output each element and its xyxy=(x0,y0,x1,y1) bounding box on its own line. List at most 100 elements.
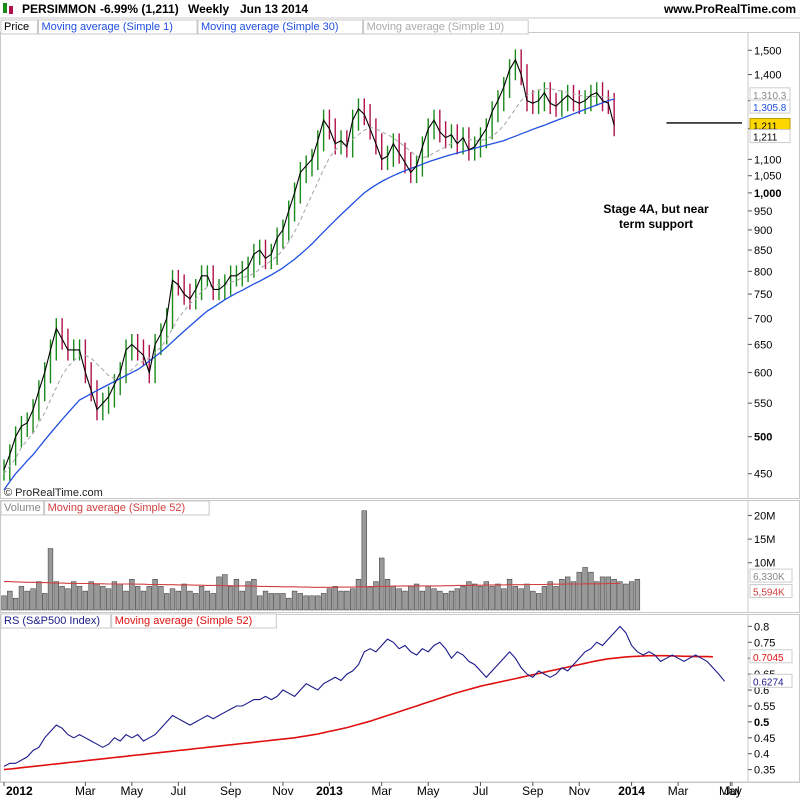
rs-tick-label: 0.5 xyxy=(754,717,769,729)
volume-bar xyxy=(437,590,443,611)
last-value-label: 6,330K xyxy=(753,572,785,583)
volume-bar xyxy=(483,581,489,611)
price-tick-label: 800 xyxy=(754,266,772,278)
volume-bar xyxy=(262,590,269,611)
legend-item: RS (S&P500 Index) xyxy=(4,615,100,627)
volume-bar xyxy=(361,510,367,611)
volume-tick-label: 15M xyxy=(754,534,775,546)
volume-bar xyxy=(431,588,437,611)
volume-bar xyxy=(501,588,507,611)
volume-bar xyxy=(129,579,135,611)
x-axis-label: 2013 xyxy=(316,784,343,798)
rs-tick-label: 0.35 xyxy=(754,765,775,777)
header-bar xyxy=(0,0,800,18)
volume-bar xyxy=(71,581,77,611)
x-axis-label: Nov xyxy=(569,784,590,798)
price-change: -6.99% (1,211) xyxy=(100,2,179,16)
legend-box[interactable] xyxy=(0,500,45,516)
volume-bar xyxy=(419,590,426,611)
last-value-box xyxy=(749,129,791,144)
volume-bar xyxy=(576,571,582,611)
sma30-line xyxy=(3,98,615,491)
volume-bar xyxy=(169,588,176,611)
volume-bar xyxy=(146,586,152,611)
volume-bar xyxy=(88,581,94,611)
volume-bar xyxy=(140,590,147,611)
x-axis-label: Jul xyxy=(724,784,739,798)
last-value-box xyxy=(749,568,793,583)
volume-bar xyxy=(216,576,222,611)
legend-box[interactable] xyxy=(111,613,277,629)
volume-bar xyxy=(65,588,71,611)
volume-bar xyxy=(489,586,495,611)
price-panel[interactable] xyxy=(0,32,800,499)
volume-bar xyxy=(42,593,48,611)
volume-bar xyxy=(268,593,274,611)
date-label: Jun 13 2014 xyxy=(240,2,308,16)
rs-line xyxy=(3,625,726,767)
x-axis-label: Jul xyxy=(473,784,488,798)
volume-bar xyxy=(30,588,36,611)
volume-bar xyxy=(460,586,466,611)
legend-item: Price xyxy=(4,21,29,33)
volume-bar xyxy=(565,576,571,611)
volume-bar xyxy=(512,586,519,611)
x-axis-label: Mar xyxy=(668,784,689,798)
volume-bar xyxy=(274,593,280,611)
volume-bar xyxy=(7,590,13,611)
volume-bar xyxy=(442,593,449,611)
volume-bar xyxy=(158,586,164,611)
volume-bar xyxy=(454,588,460,611)
volume-bar xyxy=(181,583,187,611)
x-axis-label: May xyxy=(719,784,742,798)
volume-bar xyxy=(326,588,333,611)
legend-item: Moving average (Simple 1) xyxy=(42,21,173,33)
rs-tick-label: 0.55 xyxy=(754,701,775,713)
volume-bar xyxy=(135,586,141,611)
price-tick-label: 550 xyxy=(754,398,772,410)
price-tick-label: 650 xyxy=(754,339,772,351)
rs-ma-line xyxy=(3,654,713,771)
volume-bar xyxy=(100,586,106,611)
volume-bar xyxy=(164,593,170,611)
price-tick-label: 500 xyxy=(754,432,772,444)
legend-item: Moving average (Simple 52) xyxy=(48,502,186,514)
legend-box[interactable] xyxy=(38,19,198,35)
sma10-line xyxy=(3,88,615,475)
volume-bar xyxy=(623,583,629,611)
price-tick-label: 1,500 xyxy=(754,45,782,57)
volume-bar xyxy=(198,586,205,611)
volume-bar xyxy=(570,581,577,611)
volume-bar xyxy=(222,574,228,611)
legend-box[interactable] xyxy=(0,613,112,629)
price-tick-label: 1,400 xyxy=(754,70,782,82)
volume-bar xyxy=(320,593,327,611)
volume-bar xyxy=(338,590,344,611)
volume-bar xyxy=(599,576,606,611)
volume-bar xyxy=(105,588,112,611)
legend-box[interactable] xyxy=(197,19,364,35)
volume-bar xyxy=(152,579,158,611)
volume-bar xyxy=(472,583,478,611)
x-axis-label: Mar xyxy=(371,784,392,798)
volume-bar xyxy=(355,579,362,611)
volume-bar xyxy=(384,579,391,611)
volume-bar xyxy=(582,567,588,611)
legend-box[interactable] xyxy=(44,500,210,516)
last-value-label: 1,305.8 xyxy=(753,103,787,114)
close-line xyxy=(3,58,615,470)
legend-box[interactable] xyxy=(0,19,38,35)
candle-icon xyxy=(9,6,13,14)
rs-tick-label: 0.75 xyxy=(754,637,775,649)
volume-bar xyxy=(477,586,484,611)
volume-bar xyxy=(53,581,59,611)
volume-bar xyxy=(257,595,263,611)
legend-box[interactable] xyxy=(363,19,529,35)
volume-bar xyxy=(36,581,42,611)
last-value-box xyxy=(749,99,791,114)
volume-bar xyxy=(344,590,350,611)
volume-bar xyxy=(280,593,286,611)
volume-bar xyxy=(530,590,536,611)
volume-ma-line xyxy=(4,581,621,588)
